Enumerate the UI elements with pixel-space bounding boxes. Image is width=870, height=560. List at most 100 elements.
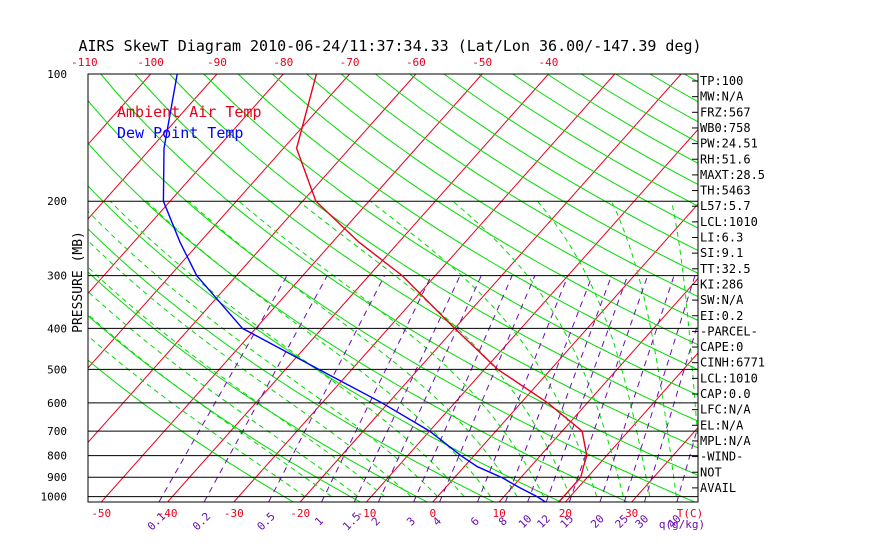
pressure-tick-label: 200 xyxy=(47,195,67,208)
top-temp-tick-label: -110 xyxy=(71,56,98,69)
index-label: KI:286 xyxy=(700,277,743,291)
top-temp-tick-label: -60 xyxy=(406,56,426,69)
index-label: TT:32.5 xyxy=(700,262,751,276)
dry-adiabat xyxy=(169,74,698,422)
dry-adiabat xyxy=(753,74,870,502)
top-temp-tick-label: -90 xyxy=(207,56,227,69)
top-temp-tick-label: -40 xyxy=(539,56,559,69)
dry-adiabat xyxy=(409,74,698,252)
plot-frame xyxy=(87,73,699,503)
pressure-tick-label: 100 xyxy=(47,68,67,81)
dry-adiabat xyxy=(88,228,495,502)
dry-adiabat xyxy=(100,74,698,476)
index-label: MW:N/A xyxy=(700,90,744,104)
moist-adiabat xyxy=(537,200,651,497)
dry-adiabat xyxy=(375,74,698,274)
bottom-temp-tick-label: -50 xyxy=(91,507,111,520)
isotherm-line xyxy=(764,74,870,502)
pressure-tick-label: 800 xyxy=(47,450,67,463)
mixing-ratio-line xyxy=(377,275,482,502)
mixing-ratio-line xyxy=(203,275,328,502)
dry-adiabat xyxy=(237,74,698,371)
index-label: -WIND- xyxy=(700,450,743,464)
pressure-tick-label: 500 xyxy=(47,363,67,376)
bottom-temp-tick-label: -10 xyxy=(357,507,377,520)
ambient-temp-line xyxy=(295,74,588,502)
mixing-ratio-label: 0.2 xyxy=(190,510,213,533)
isotherm-line xyxy=(88,74,350,369)
index-label: LCL:1010 xyxy=(700,371,758,385)
legend-dew-point: Dew Point Temp xyxy=(117,124,243,142)
moist-adiabat xyxy=(88,290,359,497)
index-label: PW:24.51 xyxy=(700,137,758,151)
top-temp-tick-label: -70 xyxy=(340,56,360,69)
y-axis-label: PRESSURE (MB) xyxy=(71,231,86,333)
dry-adiabat xyxy=(88,185,562,502)
legend-ambient-temp: Ambient Air Temp xyxy=(117,103,262,121)
index-label: SI:9.1 xyxy=(700,246,743,260)
dry-adiabat xyxy=(340,74,698,298)
index-label: MAXT:28.5 xyxy=(700,168,765,182)
mixing-ratio-label: 12 xyxy=(534,512,553,531)
mixing-ratio-unit-label: q(g/kg) xyxy=(659,518,705,531)
index-label: TH:5463 xyxy=(700,184,751,198)
index-label: NOT xyxy=(700,465,722,479)
mixing-ratio-label: 4 xyxy=(430,514,444,528)
moist-adiabat xyxy=(88,335,306,498)
dry-adiabat xyxy=(306,74,698,321)
moist-adiabat xyxy=(370,200,598,497)
mixing-ratio-line xyxy=(545,275,629,502)
isotherm-line xyxy=(831,74,870,502)
temp-unit-label: T(C) xyxy=(677,507,704,520)
moist-adiabat xyxy=(146,200,492,497)
pressure-tick-label: 400 xyxy=(47,322,67,335)
dew-point-line xyxy=(162,74,546,502)
mixing-ratio-label: 1 xyxy=(312,515,326,529)
index-label: SW:N/A xyxy=(700,293,744,307)
mixing-ratio-line xyxy=(321,275,432,502)
mixing-ratio-line xyxy=(439,275,536,502)
bottom-temp-tick-label: 30 xyxy=(625,507,638,520)
dry-adiabat xyxy=(649,74,698,103)
index-label: EL:N/A xyxy=(700,418,744,432)
pressure-tick-label: 900 xyxy=(47,471,67,484)
mixing-ratio-line xyxy=(568,275,649,502)
index-label: EI:0.2 xyxy=(700,309,743,323)
mixing-ratio-line xyxy=(527,275,612,502)
dry-adiabat xyxy=(203,74,698,396)
mixing-ratio-line xyxy=(599,275,675,502)
bottom-temp-tick-label: -20 xyxy=(290,507,310,520)
chart-title: AIRS SkewT Diagram 2010-06-24/11:37:34.3… xyxy=(78,37,701,55)
bottom-temp-tick-label: 20 xyxy=(559,507,572,520)
dry-adiabat xyxy=(443,74,698,229)
bottom-temp-tick-label: -40 xyxy=(158,507,178,520)
mixing-ratio-label: 6 xyxy=(468,515,482,529)
bottom-temp-tick-label: -30 xyxy=(224,507,244,520)
top-temp-tick-label: -100 xyxy=(137,56,164,69)
top-temp-tick-label: -50 xyxy=(472,56,492,69)
mixing-ratio-label: 10 xyxy=(516,512,535,531)
mixing-ratio-label: 20 xyxy=(588,512,607,531)
index-label: CAP:0.0 xyxy=(700,387,751,401)
bottom-temp-tick-label: 10 xyxy=(492,507,505,520)
bottom-temp-tick-label: 0 xyxy=(429,507,436,520)
isotherm-line xyxy=(88,74,284,295)
isotherm-line xyxy=(0,74,18,502)
moist-adiabat xyxy=(452,200,624,497)
index-label: -PARCEL- xyxy=(700,324,758,338)
dry-adiabat xyxy=(88,271,428,502)
moist-adiabat xyxy=(298,200,571,497)
index-label: MPL:N/A xyxy=(700,434,751,448)
mixing-ratio-label: 0.5 xyxy=(255,510,278,533)
dry-adiabat xyxy=(787,74,870,502)
pressure-tick-label: 300 xyxy=(47,270,67,283)
index-label: CINH:6771 xyxy=(700,356,765,370)
index-label: AVAIL xyxy=(700,481,736,495)
isotherm-line xyxy=(299,74,682,502)
index-label: LFC:N/A xyxy=(700,403,751,417)
mixing-ratio-line xyxy=(477,275,569,502)
dry-adiabat xyxy=(88,99,695,502)
moist-adiabat xyxy=(88,210,438,497)
dry-adiabat xyxy=(856,74,870,502)
mixing-ratio-line xyxy=(268,275,385,502)
